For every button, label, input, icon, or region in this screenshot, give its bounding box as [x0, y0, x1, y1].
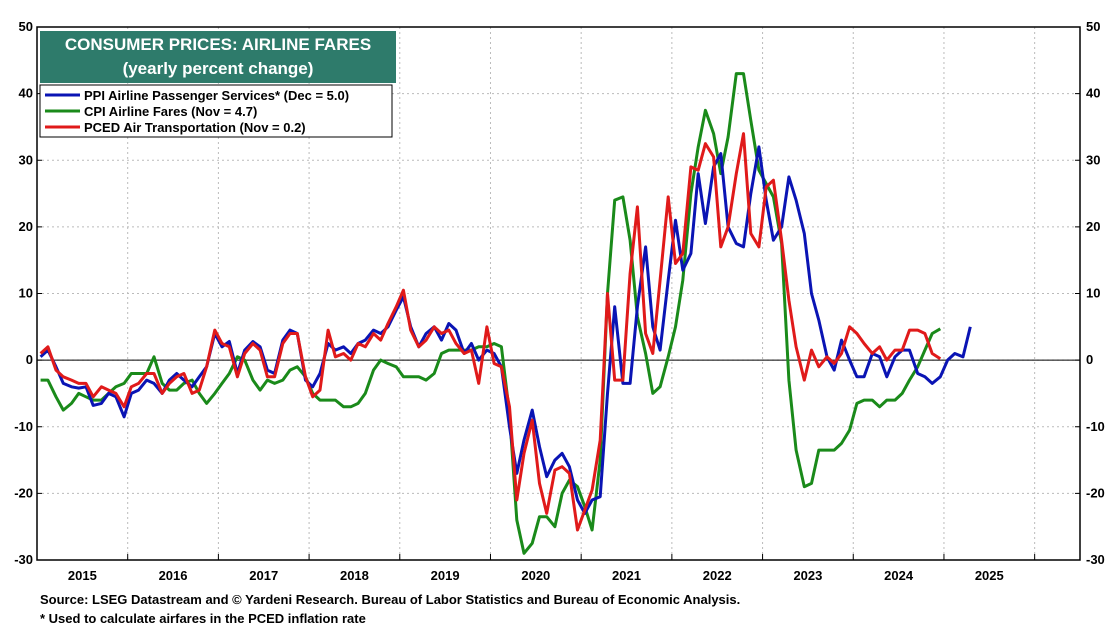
x-tick-label: 2018 [340, 568, 369, 583]
y-tick-label-left: 10 [19, 286, 33, 301]
x-tick-label: 2020 [521, 568, 550, 583]
y-axis-right: -30 -20 -10 0 10 20 30 40 50 [1075, 19, 1105, 567]
y-tick-label-right: 50 [1086, 19, 1100, 34]
source-note: Source: LSEG Datastream and © Yardeni Re… [40, 592, 741, 607]
y-tick-label-right: 0 [1086, 352, 1093, 367]
legend-entry-pced: PCED Air Transportation (Nov = 0.2) [45, 120, 306, 135]
y-axis-left: -30 -20 -10 0 10 20 30 40 50 [14, 19, 42, 567]
y-tick-label-right: -20 [1086, 485, 1105, 500]
legend-entry-ppi: PPI Airline Passenger Services* (Dec = 5… [45, 88, 349, 103]
legend-box [39, 84, 393, 138]
x-tick-label: 2019 [431, 568, 460, 583]
x-tick-label: 2024 [884, 568, 914, 583]
y-tick-label-right: -30 [1086, 552, 1105, 567]
footnote-asterisk: * Used to calculate airfares in the PCED… [40, 611, 366, 626]
series-line-ppi [39, 145, 972, 515]
chart-title-box: CONSUMER PRICES: AIRLINE FARES (yearly p… [40, 31, 396, 83]
x-tick-label: 2023 [793, 568, 822, 583]
series-line-pced [39, 132, 942, 532]
chart-subtitle: (yearly percent change) [123, 59, 314, 78]
x-tick-label: 2016 [159, 568, 188, 583]
legend-label-ppi: PPI Airline Passenger Services* (Dec = 5… [84, 88, 349, 103]
y-tick-label-left: -10 [14, 419, 33, 434]
x-tick-label: 2015 [68, 568, 97, 583]
y-tick-label-left: -30 [14, 552, 33, 567]
y-tick-label-right: 20 [1086, 219, 1100, 234]
x-tick-label: 2021 [612, 568, 641, 583]
y-tick-label-left: 30 [19, 152, 33, 167]
legend-label-pced: PCED Air Transportation (Nov = 0.2) [84, 120, 306, 135]
chart-title: CONSUMER PRICES: AIRLINE FARES [65, 35, 371, 54]
series-lines [39, 72, 972, 555]
y-tick-label-right: 30 [1086, 152, 1100, 167]
x-tick-label: 2022 [703, 568, 732, 583]
legend-entry-cpi: CPI Airline Fares (Nov = 4.7) [45, 104, 257, 119]
y-tick-label-left: 0 [26, 352, 33, 367]
y-tick-label-right: -10 [1086, 419, 1105, 434]
y-tick-label-left: 20 [19, 219, 33, 234]
title-background [40, 31, 396, 83]
legend: PPI Airline Passenger Services* (Dec = 5… [39, 84, 393, 138]
x-axis: 2015 2016 2017 2018 2019 2020 2021 2022 2023 2024… [68, 554, 1036, 583]
x-tick-label: 2017 [249, 568, 278, 583]
x-tick-label: 2025 [975, 568, 1004, 583]
y-tick-label-left: 40 [19, 86, 33, 101]
y-tick-label-right: 10 [1086, 286, 1100, 301]
y-tick-label-right: 40 [1086, 86, 1100, 101]
y-tick-label-left: 50 [19, 19, 33, 34]
y-tick-label-left: -20 [14, 485, 33, 500]
legend-label-cpi: CPI Airline Fares (Nov = 4.7) [84, 104, 257, 119]
